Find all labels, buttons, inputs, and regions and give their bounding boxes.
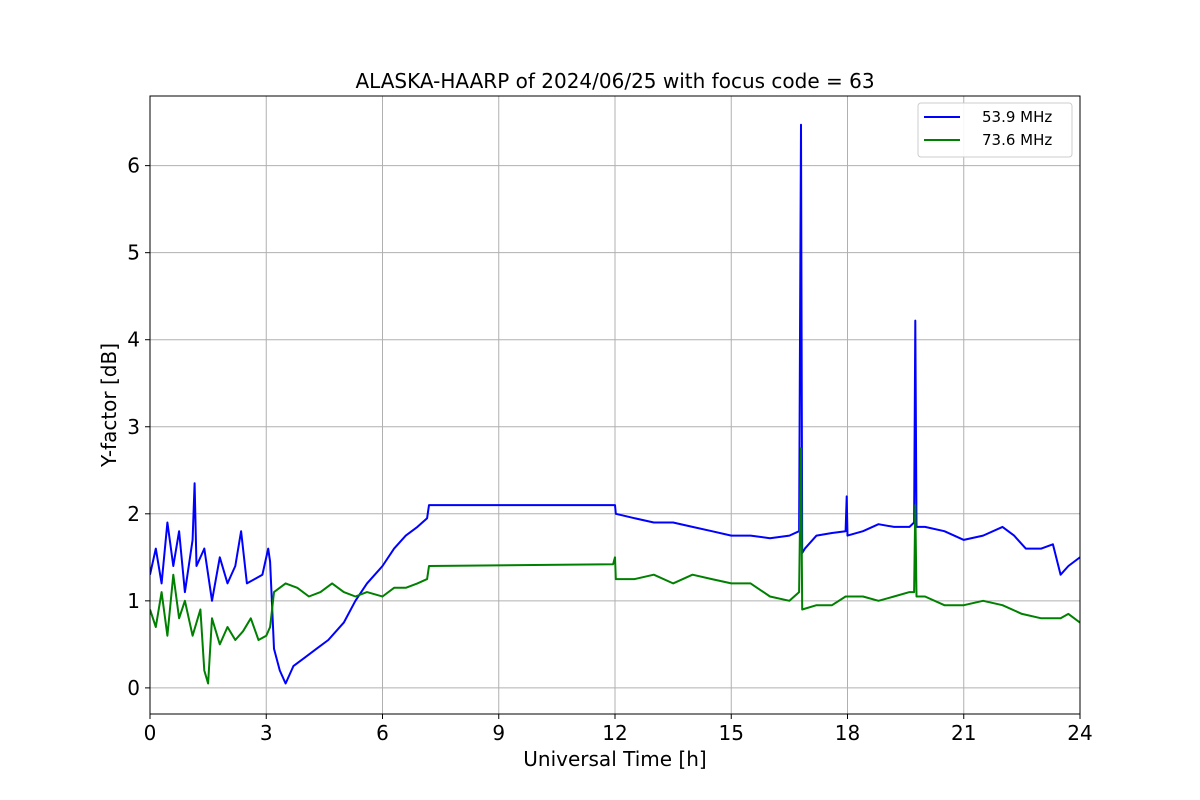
x-tick-label: 24	[1067, 721, 1092, 745]
x-tick-label: 21	[951, 721, 976, 745]
series-line-0	[150, 123, 1080, 685]
x-tick-label: 9	[492, 721, 505, 745]
y-tick-label: 4	[127, 328, 140, 352]
series-line-1	[150, 447, 1080, 685]
y-axis-label: Y-factor [dB]	[97, 343, 121, 468]
y-tick-label: 3	[127, 415, 140, 439]
x-tick-label: 0	[144, 721, 157, 745]
x-tick-label: 18	[835, 721, 860, 745]
y-tick-label: 0	[127, 676, 140, 700]
series-layer	[150, 123, 1080, 685]
legend: 53.9 MHz 73.6 MHz	[917, 102, 1073, 158]
y-tick-label: 6	[127, 154, 140, 178]
y-tick-label: 5	[127, 241, 140, 265]
legend-label-73-6: 73.6 MHz	[982, 131, 1052, 149]
x-tick-label: 3	[260, 721, 273, 745]
y-tick-label: 2	[127, 502, 140, 526]
chart-title: ALASKA-HAARP of 2024/06/25 with focus co…	[355, 69, 874, 93]
x-axis-label: Universal Time [h]	[523, 747, 706, 771]
x-axis-ticks: 0 3 6 9 12 15 18 21 24	[144, 714, 1093, 745]
x-tick-label: 12	[602, 721, 627, 745]
y-axis-ticks: 0 1 2 3 4 5 6	[127, 154, 150, 700]
x-tick-label: 15	[719, 721, 744, 745]
legend-label-53-9: 53.9 MHz	[982, 108, 1052, 126]
y-tick-label: 1	[127, 589, 140, 613]
x-tick-label: 6	[376, 721, 389, 745]
